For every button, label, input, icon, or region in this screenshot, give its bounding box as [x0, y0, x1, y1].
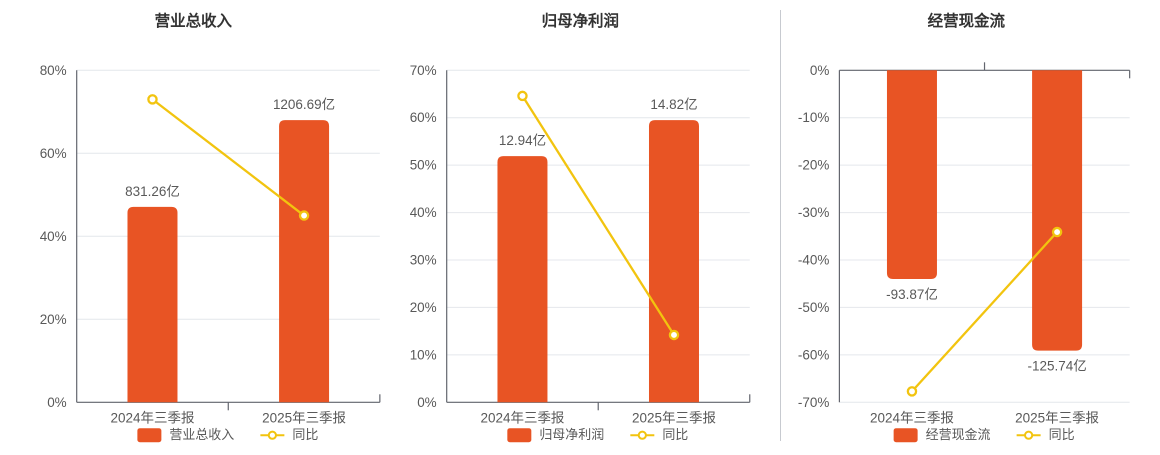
svg-text:同比: 同比	[1049, 427, 1075, 442]
svg-text:60%: 60%	[409, 110, 436, 125]
svg-text:10%: 10%	[409, 347, 436, 362]
svg-text:1206.69亿: 1206.69亿	[273, 97, 335, 112]
svg-text:同比: 同比	[292, 427, 318, 442]
svg-text:-50%: -50%	[798, 300, 829, 315]
svg-text:2024年三季报: 2024年三季报	[111, 410, 195, 425]
svg-text:40%: 40%	[409, 205, 436, 220]
svg-text:归母净利润: 归母净利润	[541, 11, 618, 30]
svg-text:-10%: -10%	[798, 110, 829, 125]
svg-text:归母净利润: 归母净利润	[539, 427, 604, 442]
svg-text:20%: 20%	[409, 300, 436, 315]
svg-text:-125.74亿: -125.74亿	[1028, 359, 1087, 374]
svg-text:经营现金流: 经营现金流	[926, 427, 991, 442]
svg-text:营业总收入: 营业总收入	[169, 427, 234, 442]
svg-text:2025年三季报: 2025年三季报	[1015, 410, 1099, 425]
svg-text:12.94亿: 12.94亿	[499, 133, 546, 148]
svg-text:-20%: -20%	[798, 158, 829, 173]
svg-text:-93.87亿: -93.87亿	[886, 287, 938, 302]
svg-text:60%: 60%	[40, 146, 67, 161]
svg-text:-30%: -30%	[798, 205, 829, 220]
svg-text:2025年三季报: 2025年三季报	[632, 410, 716, 425]
svg-text:14.82亿: 14.82亿	[650, 97, 697, 112]
svg-text:70%: 70%	[409, 63, 436, 78]
svg-text:-60%: -60%	[798, 347, 829, 362]
svg-text:0%: 0%	[810, 63, 830, 78]
svg-text:营业总收入: 营业总收入	[155, 11, 233, 30]
svg-text:同比: 同比	[662, 427, 688, 442]
svg-text:30%: 30%	[409, 253, 436, 268]
svg-text:50%: 50%	[409, 158, 436, 173]
svg-text:0%: 0%	[417, 395, 437, 410]
svg-text:-40%: -40%	[798, 253, 829, 268]
svg-text:20%: 20%	[40, 312, 67, 327]
svg-text:2024年三季报: 2024年三季报	[870, 410, 954, 425]
svg-text:831.26亿: 831.26亿	[125, 184, 180, 199]
svg-text:-70%: -70%	[798, 395, 829, 410]
svg-text:2025年三季报: 2025年三季报	[262, 410, 346, 425]
svg-text:40%: 40%	[40, 229, 67, 244]
svg-text:2024年三季报: 2024年三季报	[480, 410, 564, 425]
svg-text:经营现金流: 经营现金流	[928, 11, 1006, 30]
svg-text:80%: 80%	[40, 63, 67, 78]
svg-text:0%: 0%	[47, 395, 66, 410]
